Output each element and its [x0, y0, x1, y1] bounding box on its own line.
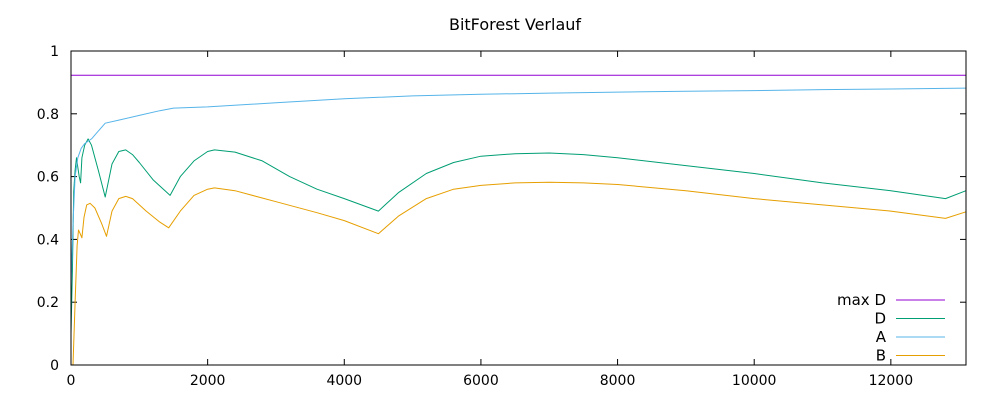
series-line-d: [70, 138, 967, 334]
y-tick-label: 1: [50, 44, 59, 60]
series-line-a: [70, 87, 967, 287]
legend-label-max-d: max D: [837, 291, 886, 309]
x-tick-label: 4000: [326, 373, 362, 389]
y-tick-label: 0.6: [37, 170, 59, 186]
y-tick-label: 0.8: [37, 107, 59, 123]
x-tick-label: 6000: [463, 373, 499, 389]
plot-frame: [70, 50, 967, 366]
x-tick-label: 12000: [869, 373, 914, 389]
x-tick-label: 0: [67, 373, 76, 389]
axes-layer: 0 2000 4000 6000 8000 10000 12000 0 0.2 0.4 0.6 0.8…: [37, 44, 966, 389]
x-tick-label: 2000: [190, 373, 226, 389]
x-tick-label: 10000: [732, 373, 777, 389]
legend-label-a: A: [876, 328, 887, 346]
legend-label-b: B: [876, 347, 886, 365]
y-tick-label: 0: [50, 358, 59, 374]
series-line-b: [72, 181, 967, 366]
series-layer: [70, 74, 967, 366]
chart-title: BitForest Verlauf: [449, 15, 581, 34]
x-tick-label: 8000: [600, 373, 636, 389]
y-tick-label: 0.4: [37, 232, 59, 248]
y-tick-label: 0.2: [37, 295, 59, 311]
legend-label-d: D: [874, 310, 886, 328]
